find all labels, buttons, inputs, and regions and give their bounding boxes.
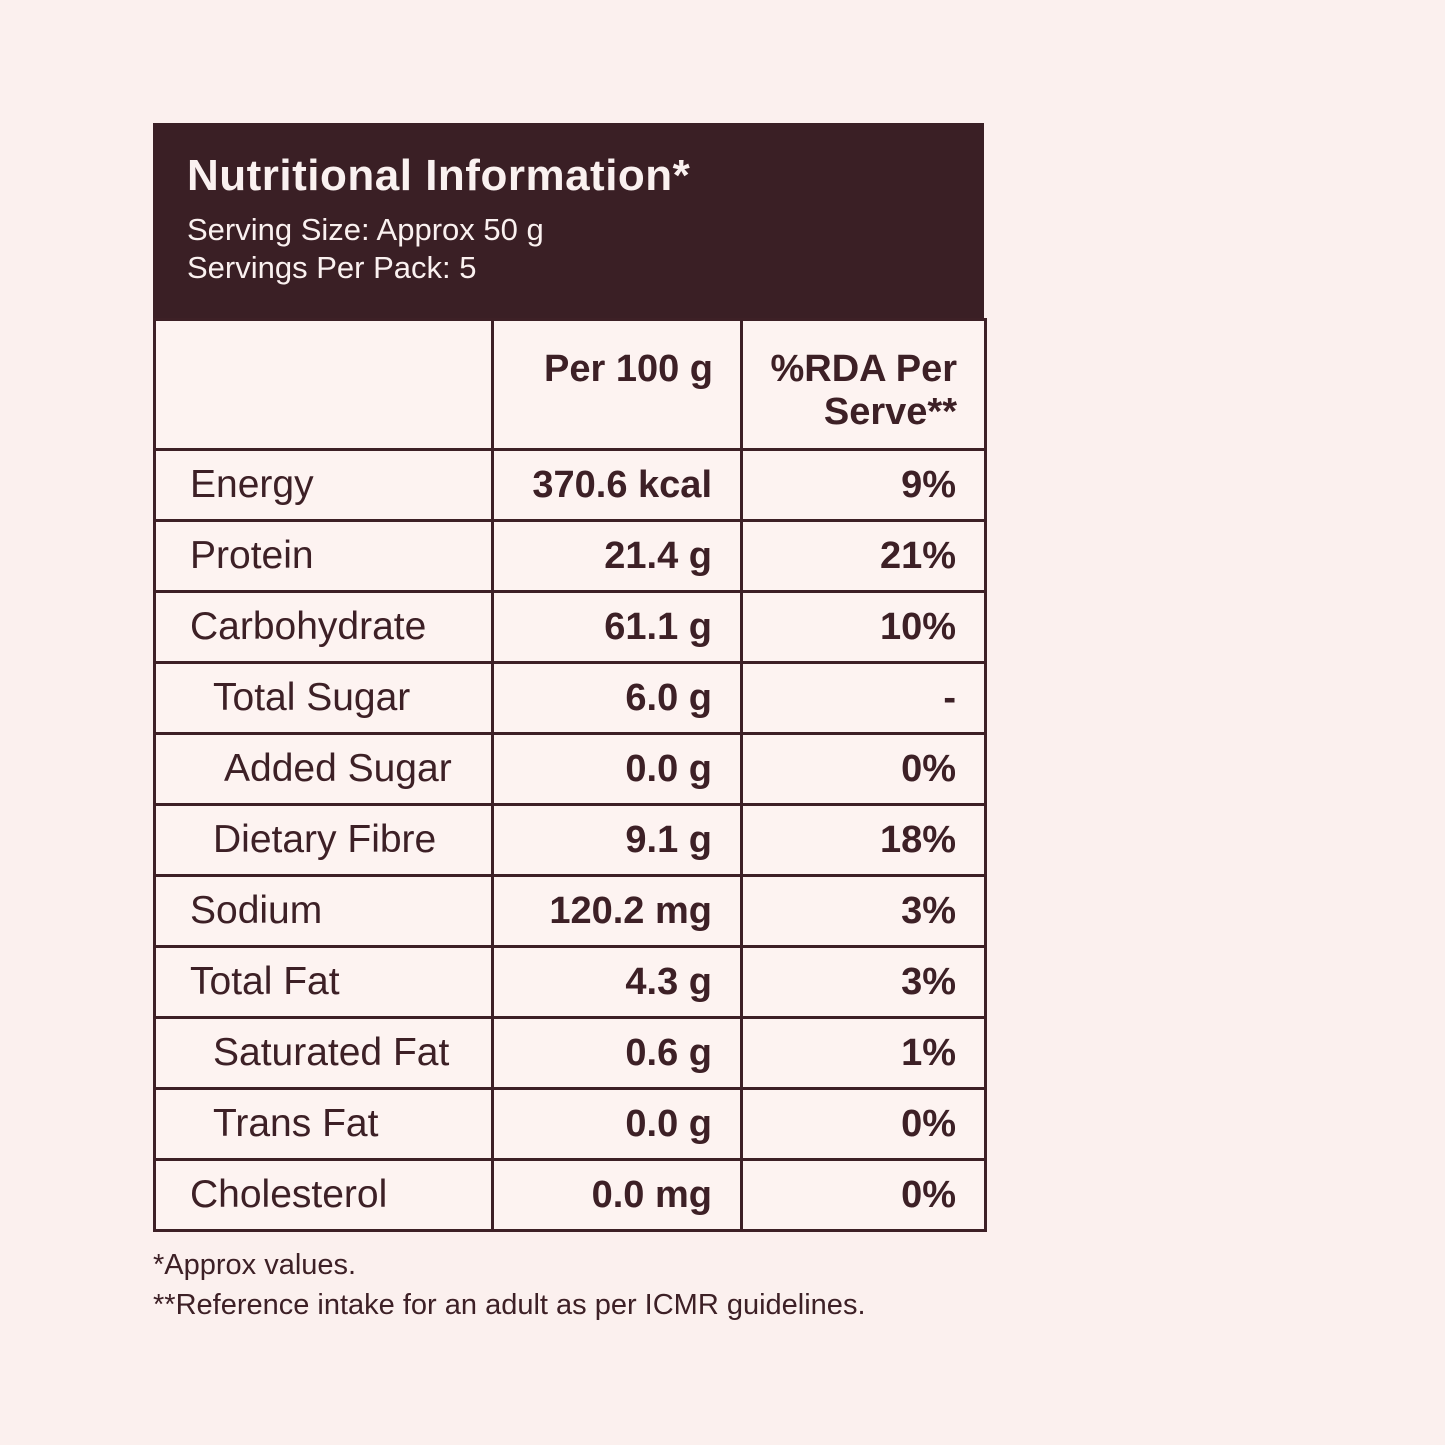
label-header: Nutritional Information* Serving Size: A… [153, 123, 984, 318]
nutrient-label: Dietary Fibre [153, 803, 494, 877]
label-title: Nutritional Information* [187, 151, 691, 200]
rda-per-serve-value: 9% [740, 448, 987, 522]
rda-per-serve-value: 3% [740, 945, 987, 1019]
table-row: Cholesterol 0.0 mg 0% [153, 1158, 987, 1232]
per-100g-value: 0.0 mg [491, 1158, 743, 1232]
nutrient-label: Trans Fat [153, 1087, 494, 1161]
servings-per-pack-text: Servings Per Pack: 5 [187, 250, 477, 285]
nutrition-label: Nutritional Information* Serving Size: A… [153, 123, 987, 1325]
table-row: Carbohydrate 61.1 g 10% [153, 590, 987, 664]
table-row: Energy 370.6 kcal 9% [153, 448, 987, 522]
nutrient-label: Total Fat [153, 945, 494, 1019]
per-100g-value: 0.6 g [491, 1016, 743, 1090]
nutrient-label: Added Sugar [153, 732, 494, 806]
rda-per-serve-value: 1% [740, 1016, 987, 1090]
table-row: Sodium 120.2 mg 3% [153, 874, 987, 948]
footnote-approx-values: *Approx values. [153, 1249, 357, 1281]
rda-per-serve-value: 3% [740, 874, 987, 948]
per-100g-value: 370.6 kcal [491, 448, 743, 522]
table-row: Total Sugar 6.0 g- [153, 661, 987, 735]
nutrition-table: Per 100 g %RDA Per Serve** Energy 370.6 k… [153, 318, 987, 1232]
per-100g-value: 61.1 g [491, 590, 743, 664]
per-100g-value: 6.0 g [491, 661, 743, 735]
table-row: Protein 21.4 g 21% [153, 519, 987, 593]
per-100g-value: 4.3 g [491, 945, 743, 1019]
rda-per-serve-value: - [740, 661, 987, 735]
column-header-rda-per-serve: %RDA Per Serve** [740, 318, 987, 451]
footnotes: *Approx values. **Reference intake for a… [153, 1245, 984, 1325]
nutrient-label: Carbohydrate [153, 590, 494, 664]
footnote-reference-intake: **Reference intake for an adult as per I… [153, 1289, 866, 1321]
column-header-per-100g: Per 100 g [491, 318, 743, 451]
nutrient-label: Energy [153, 448, 494, 522]
rda-per-serve-value: 0% [740, 1158, 987, 1232]
per-100g-value: 0.0 g [491, 1087, 743, 1161]
rda-per-serve-value: 21% [740, 519, 987, 593]
table-header-row: Per 100 g %RDA Per Serve** [153, 318, 987, 451]
rda-per-serve-value: 0% [740, 1087, 987, 1161]
nutrient-label: Cholesterol [153, 1158, 494, 1232]
rda-per-serve-value: 18% [740, 803, 987, 877]
table-row: Dietary Fibre 9.1 g 18% [153, 803, 987, 877]
column-header-nutrient [153, 318, 494, 451]
rda-per-serve-value: 0% [740, 732, 987, 806]
nutrient-label: Saturated Fat [153, 1016, 494, 1090]
rda-per-serve-value: 10% [740, 590, 987, 664]
table-row: Total Fat 4.3 g 3% [153, 945, 987, 1019]
table-row: Added Sugar 0.0 g 0% [153, 732, 987, 806]
per-100g-value: 9.1 g [491, 803, 743, 877]
per-100g-value: 21.4 g [491, 519, 743, 593]
per-100g-value: 120.2 mg [491, 874, 743, 948]
serving-size-text: Serving Size: Approx 50 g [187, 212, 544, 247]
nutrient-label: Sodium [153, 874, 494, 948]
table-row: Trans Fat 0.0 g 0% [153, 1087, 987, 1161]
nutrient-label: Protein [153, 519, 494, 593]
table-row: Saturated Fat 0.6 g 1% [153, 1016, 987, 1090]
nutrient-label: Total Sugar [153, 661, 494, 735]
per-100g-value: 0.0 g [491, 732, 743, 806]
